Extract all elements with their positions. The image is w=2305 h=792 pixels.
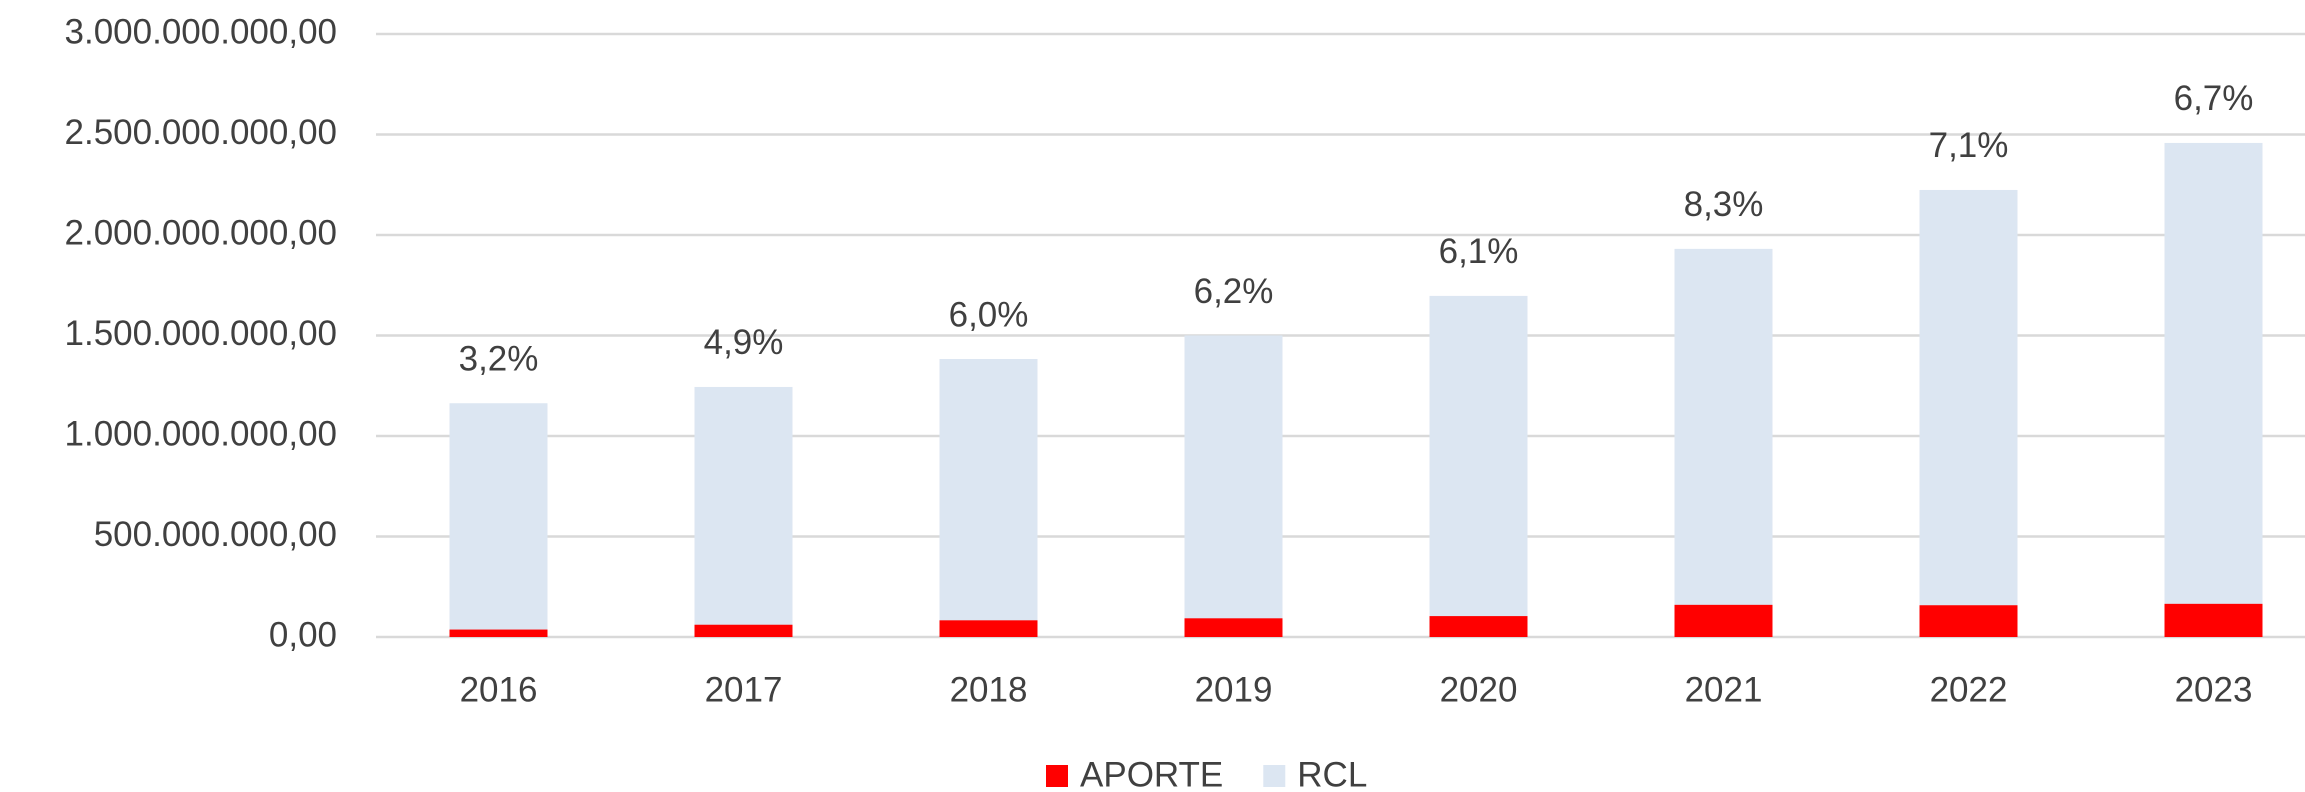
legend-label: RCL — [1297, 755, 1367, 792]
annotation: 6,1% — [1439, 232, 1519, 271]
annotation: 6,7% — [2174, 79, 2254, 118]
bar — [694, 624, 793, 637]
y-tick-label: 500.000.000,00 — [94, 515, 337, 554]
annotation: 6,0% — [949, 295, 1029, 334]
bar — [2164, 603, 2263, 637]
bar — [1184, 335, 1283, 637]
x-tick-label: 2021 — [1685, 670, 1763, 709]
x-tick-label: 2022 — [1930, 670, 2008, 709]
y-tick-label: 1.000.000.000,00 — [65, 414, 337, 453]
bar — [1184, 618, 1283, 637]
legend-label: APORTE — [1080, 755, 1223, 792]
x-tick-label: 2018 — [950, 670, 1028, 709]
x-tick-label: 2020 — [1440, 670, 1518, 709]
bar — [694, 386, 793, 637]
x-tick-label: 2017 — [705, 670, 783, 709]
bar — [1919, 189, 2018, 637]
annotation: 7,1% — [1929, 126, 2009, 165]
y-tick-label: 3.000.000.000,00 — [65, 12, 337, 51]
bar — [449, 403, 548, 637]
legend-swatch — [1263, 765, 1286, 787]
annotation: 8,3% — [1684, 185, 1764, 224]
annotation: 3,2% — [459, 339, 539, 378]
x-tick-label: 2016 — [460, 670, 538, 709]
bar — [1919, 605, 2018, 637]
legend-swatch — [1046, 765, 1068, 787]
x-tick-label: 2023 — [2175, 670, 2253, 709]
bar — [939, 620, 1038, 637]
y-tick-label: 2.500.000.000,00 — [65, 113, 337, 152]
bar — [2164, 142, 2263, 637]
x-tick-label: 2019 — [1195, 670, 1273, 709]
bar — [1674, 248, 1773, 637]
bar — [1429, 616, 1528, 637]
bar — [939, 359, 1038, 637]
bar — [449, 629, 548, 637]
y-tick-label: 1.500.000.000,00 — [65, 314, 337, 353]
annotation: 4,9% — [704, 323, 784, 362]
bar — [1674, 604, 1773, 637]
y-tick-label: 2.000.000.000,00 — [65, 213, 337, 252]
y-tick-label: 0,00 — [269, 615, 337, 654]
bar — [1429, 295, 1528, 637]
annotation: 6,2% — [1194, 272, 1274, 311]
